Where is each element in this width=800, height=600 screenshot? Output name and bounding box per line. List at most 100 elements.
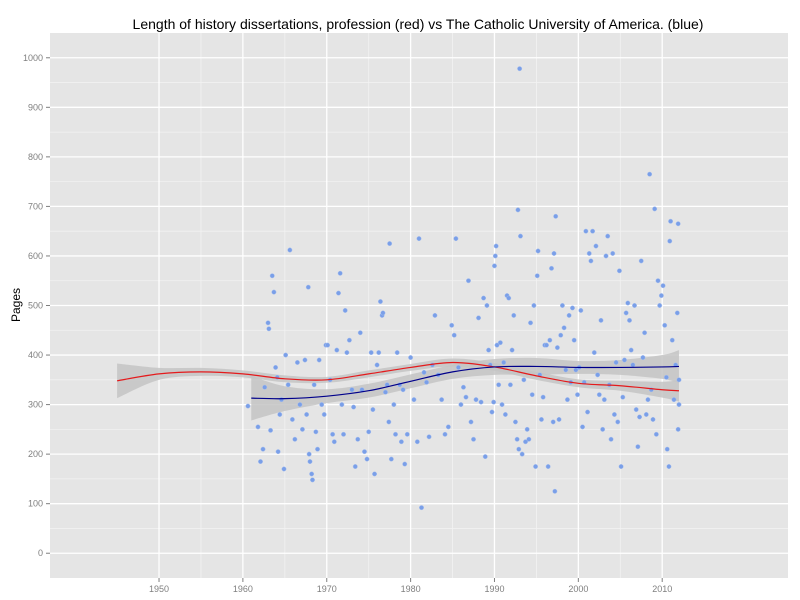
data-point [325,342,331,348]
data-point [424,379,429,385]
x-axis-ticks: 1950 1960 1970 1980 1990 2000 2010 [149,578,672,594]
data-point [255,424,261,430]
data-point [463,394,469,400]
data-point [610,251,616,256]
data-point [466,278,471,284]
data-point [657,303,663,308]
data-point [524,426,530,432]
data-point [386,419,392,425]
data-point [616,268,622,274]
data-point [549,265,554,271]
data-point [664,446,670,452]
y-tick-label: 500 [28,301,43,311]
data-point [460,384,466,390]
data-point [383,389,388,395]
data-point [593,243,599,249]
data-point [667,238,673,244]
data-point [638,258,644,264]
data-point [292,436,298,442]
data-point [321,412,327,417]
data-point [627,317,632,323]
data-point [414,439,420,445]
x-tick-label: 1990 [484,584,504,594]
data-point [605,233,611,239]
data-point [307,459,313,465]
data-point [566,312,572,318]
data-point [647,171,653,177]
y-tick-label: 700 [28,201,43,211]
data-point [376,350,382,356]
data-point [344,350,350,356]
data-point [297,402,303,408]
data-point [486,347,492,353]
data-point [519,451,525,457]
data-point [563,367,569,373]
data-point [591,350,597,356]
data-point [534,273,540,279]
data-point [512,419,518,425]
data-point [489,409,495,415]
data-point [370,407,376,412]
data-point [494,342,500,348]
data-point [388,456,394,462]
data-point [658,293,664,299]
data-point [273,364,279,370]
data-point [622,357,627,363]
data-point [675,221,681,227]
data-point [601,397,607,403]
data-point [349,387,355,393]
data-point [674,310,680,316]
data-point [337,270,343,276]
data-point [432,312,438,318]
data-point [408,355,414,360]
data-point [595,372,601,378]
data-point [642,330,648,336]
data-point [374,362,380,368]
data-point [283,352,289,358]
data-point [515,207,521,213]
data-point [319,402,325,408]
data-point [442,431,448,437]
x-tick-label: 1960 [233,584,253,594]
y-tick-label: 200 [28,449,43,459]
y-axis-ticks: 0 100 200 300 400 500 600 700 800 900 1000 [23,53,50,558]
data-point [492,253,498,259]
data-point [600,426,606,432]
data-point [377,299,383,304]
data-point [394,350,400,356]
data-point [330,431,336,437]
data-point [571,337,577,343]
data-point [334,347,340,353]
data-point [675,426,681,432]
data-point [613,360,619,365]
data-point [620,394,626,400]
data-point [451,332,457,338]
data-point [521,377,527,383]
data-point [662,322,668,328]
data-point [366,429,372,435]
data-point [585,409,591,415]
data-point [550,419,556,425]
data-point [281,466,287,472]
data-point [269,273,275,279]
data-point [357,330,363,336]
data-point [637,414,643,420]
data-point [380,310,386,316]
data-point [531,303,537,308]
data-point [315,446,320,452]
data-point [671,397,677,403]
data-point [339,402,345,408]
y-tick-label: 400 [28,350,43,360]
data-point [523,439,528,445]
data-point [497,340,503,346]
data-point [271,289,277,295]
data-point [514,436,520,442]
data-point [533,464,539,469]
data-point [491,399,497,405]
data-point [615,419,621,425]
data-point [643,412,649,417]
data-point [623,310,629,316]
data-point [355,436,361,442]
data-point [331,439,337,445]
